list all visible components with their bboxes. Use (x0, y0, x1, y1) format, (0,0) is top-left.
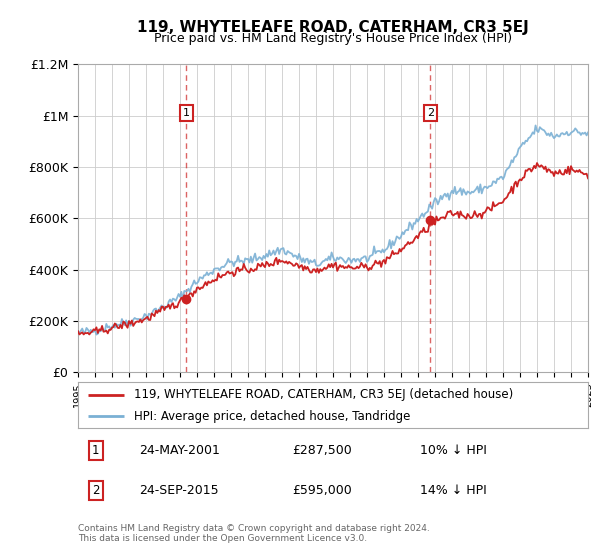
Text: 2: 2 (92, 484, 100, 497)
Text: 1: 1 (183, 108, 190, 118)
Text: 14% ↓ HPI: 14% ↓ HPI (420, 484, 487, 497)
Text: £287,500: £287,500 (292, 444, 352, 457)
Text: Contains HM Land Registry data © Crown copyright and database right 2024.
This d: Contains HM Land Registry data © Crown c… (78, 524, 430, 543)
Text: £595,000: £595,000 (292, 484, 352, 497)
Text: 2: 2 (427, 108, 434, 118)
Text: HPI: Average price, detached house, Tandridge: HPI: Average price, detached house, Tand… (134, 409, 410, 422)
Text: Price paid vs. HM Land Registry's House Price Index (HPI): Price paid vs. HM Land Registry's House … (154, 32, 512, 45)
Text: 24-SEP-2015: 24-SEP-2015 (139, 484, 219, 497)
Text: 119, WHYTELEAFE ROAD, CATERHAM, CR3 5EJ: 119, WHYTELEAFE ROAD, CATERHAM, CR3 5EJ (137, 20, 529, 35)
Text: 119, WHYTELEAFE ROAD, CATERHAM, CR3 5EJ (detached house): 119, WHYTELEAFE ROAD, CATERHAM, CR3 5EJ … (134, 389, 514, 402)
Text: 10% ↓ HPI: 10% ↓ HPI (420, 444, 487, 457)
Text: 1: 1 (92, 444, 100, 457)
Text: 24-MAY-2001: 24-MAY-2001 (139, 444, 220, 457)
